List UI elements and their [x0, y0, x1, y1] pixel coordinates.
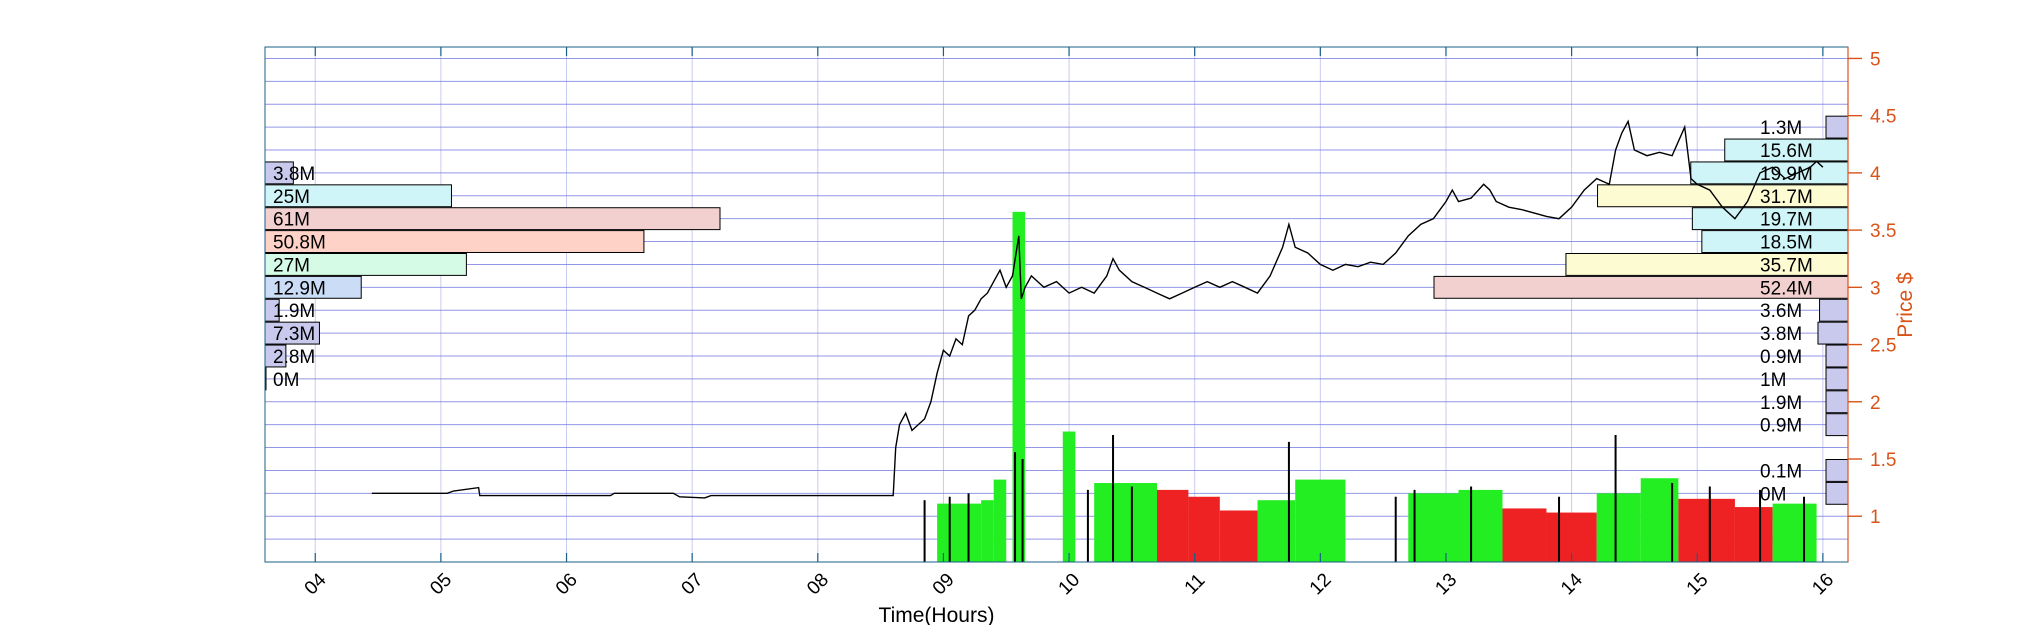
vp-left-label: 12.9M: [273, 278, 326, 299]
vp-right-bar: [1825, 390, 1849, 414]
vp-right-label: 0.9M: [1760, 416, 1802, 437]
vp-right-label: 1M: [1760, 370, 1786, 391]
vp-left-label: 50.8M: [273, 233, 326, 254]
vp-right-label: 1.9M: [1760, 393, 1802, 414]
y-tick-label: 3: [1870, 278, 1881, 299]
volume-bar: [1596, 493, 1641, 562]
volume-bar: [993, 479, 1007, 562]
vp-left-label: 0M: [273, 370, 299, 391]
y-tick-label: 3.5: [1870, 221, 1896, 242]
vp-right-label: 31.7M: [1760, 187, 1813, 208]
volume-bar: [937, 503, 982, 562]
volume-bar: [1295, 479, 1346, 562]
vp-left-bar: [264, 207, 721, 231]
vp-right-label: 19.9M: [1760, 164, 1813, 185]
vp-left-label: 3.8M: [273, 164, 315, 185]
y-axis-right-label: Price $: [1894, 272, 1917, 338]
y-tick-label: 2: [1870, 393, 1881, 414]
vp-right-bar: [1825, 367, 1849, 391]
x-axis-label: Time(Hours): [879, 604, 995, 625]
volume-bar: [1502, 508, 1547, 562]
vp-right-label: 1.3M: [1760, 118, 1802, 139]
volume-bar: [1408, 493, 1459, 562]
y-tick-label: 2.5: [1870, 336, 1896, 357]
vp-right-bar: [1819, 298, 1849, 322]
vp-left-label: 25M: [273, 187, 310, 208]
y-tick-label: 1: [1870, 507, 1881, 528]
volume-bar: [1062, 431, 1076, 562]
volume-bars: [923, 211, 1817, 563]
vp-right-label: 15.6M: [1760, 141, 1813, 162]
volume-bar: [1157, 489, 1189, 562]
volume-bar: [1219, 510, 1258, 562]
vp-right-label: 18.5M: [1760, 233, 1813, 254]
vp-left-label: 7.3M: [273, 324, 315, 345]
volume-bar: [1772, 503, 1817, 562]
y-axis-right-ticks: 1 1.5 2 2.5 3 3.5 4 4.5 5: [1847, 47, 1896, 562]
vp-right-bar: [1825, 459, 1849, 482]
vp-right-label: 3.6M: [1760, 301, 1802, 322]
vp-right-label: 19.7M: [1760, 210, 1813, 231]
vp-left-label: 1.9M: [273, 301, 315, 322]
volume-bar: [981, 500, 994, 562]
vp-right-bar: [1825, 481, 1849, 505]
vp-left-label: 27M: [273, 255, 310, 276]
volume-bar: [1458, 489, 1503, 562]
y-tick-label: 5: [1870, 49, 1881, 70]
vp-right-label: 35.7M: [1760, 255, 1813, 276]
vp-right-bar: [1825, 115, 1849, 139]
volume-bar: [1094, 483, 1158, 562]
vp-left-label: 61M: [273, 210, 310, 231]
price-series: [371, 119, 1824, 499]
volume-bar: [1734, 507, 1773, 562]
vp-right-bar: [1825, 413, 1849, 437]
volume-bar: [1188, 496, 1220, 562]
vp-right-bar: [1817, 321, 1849, 345]
vp-right-label: 0.1M: [1760, 461, 1802, 482]
vp-right-bar: [1825, 344, 1849, 368]
y-tick-label: 4: [1870, 164, 1881, 185]
y-tick-label: 1.5: [1870, 450, 1896, 471]
price-line: [371, 119, 1824, 499]
vp-right-label: 0M: [1760, 484, 1786, 505]
vp-right-label: 3.8M: [1760, 324, 1802, 345]
y-tick-label: 4.5: [1870, 107, 1896, 128]
vp-left-label: 2.8M: [273, 347, 315, 368]
vp-right-label: 0.9M: [1760, 347, 1802, 368]
volume-bar: [1678, 498, 1735, 562]
vp-right-label: 52.4M: [1760, 278, 1813, 299]
